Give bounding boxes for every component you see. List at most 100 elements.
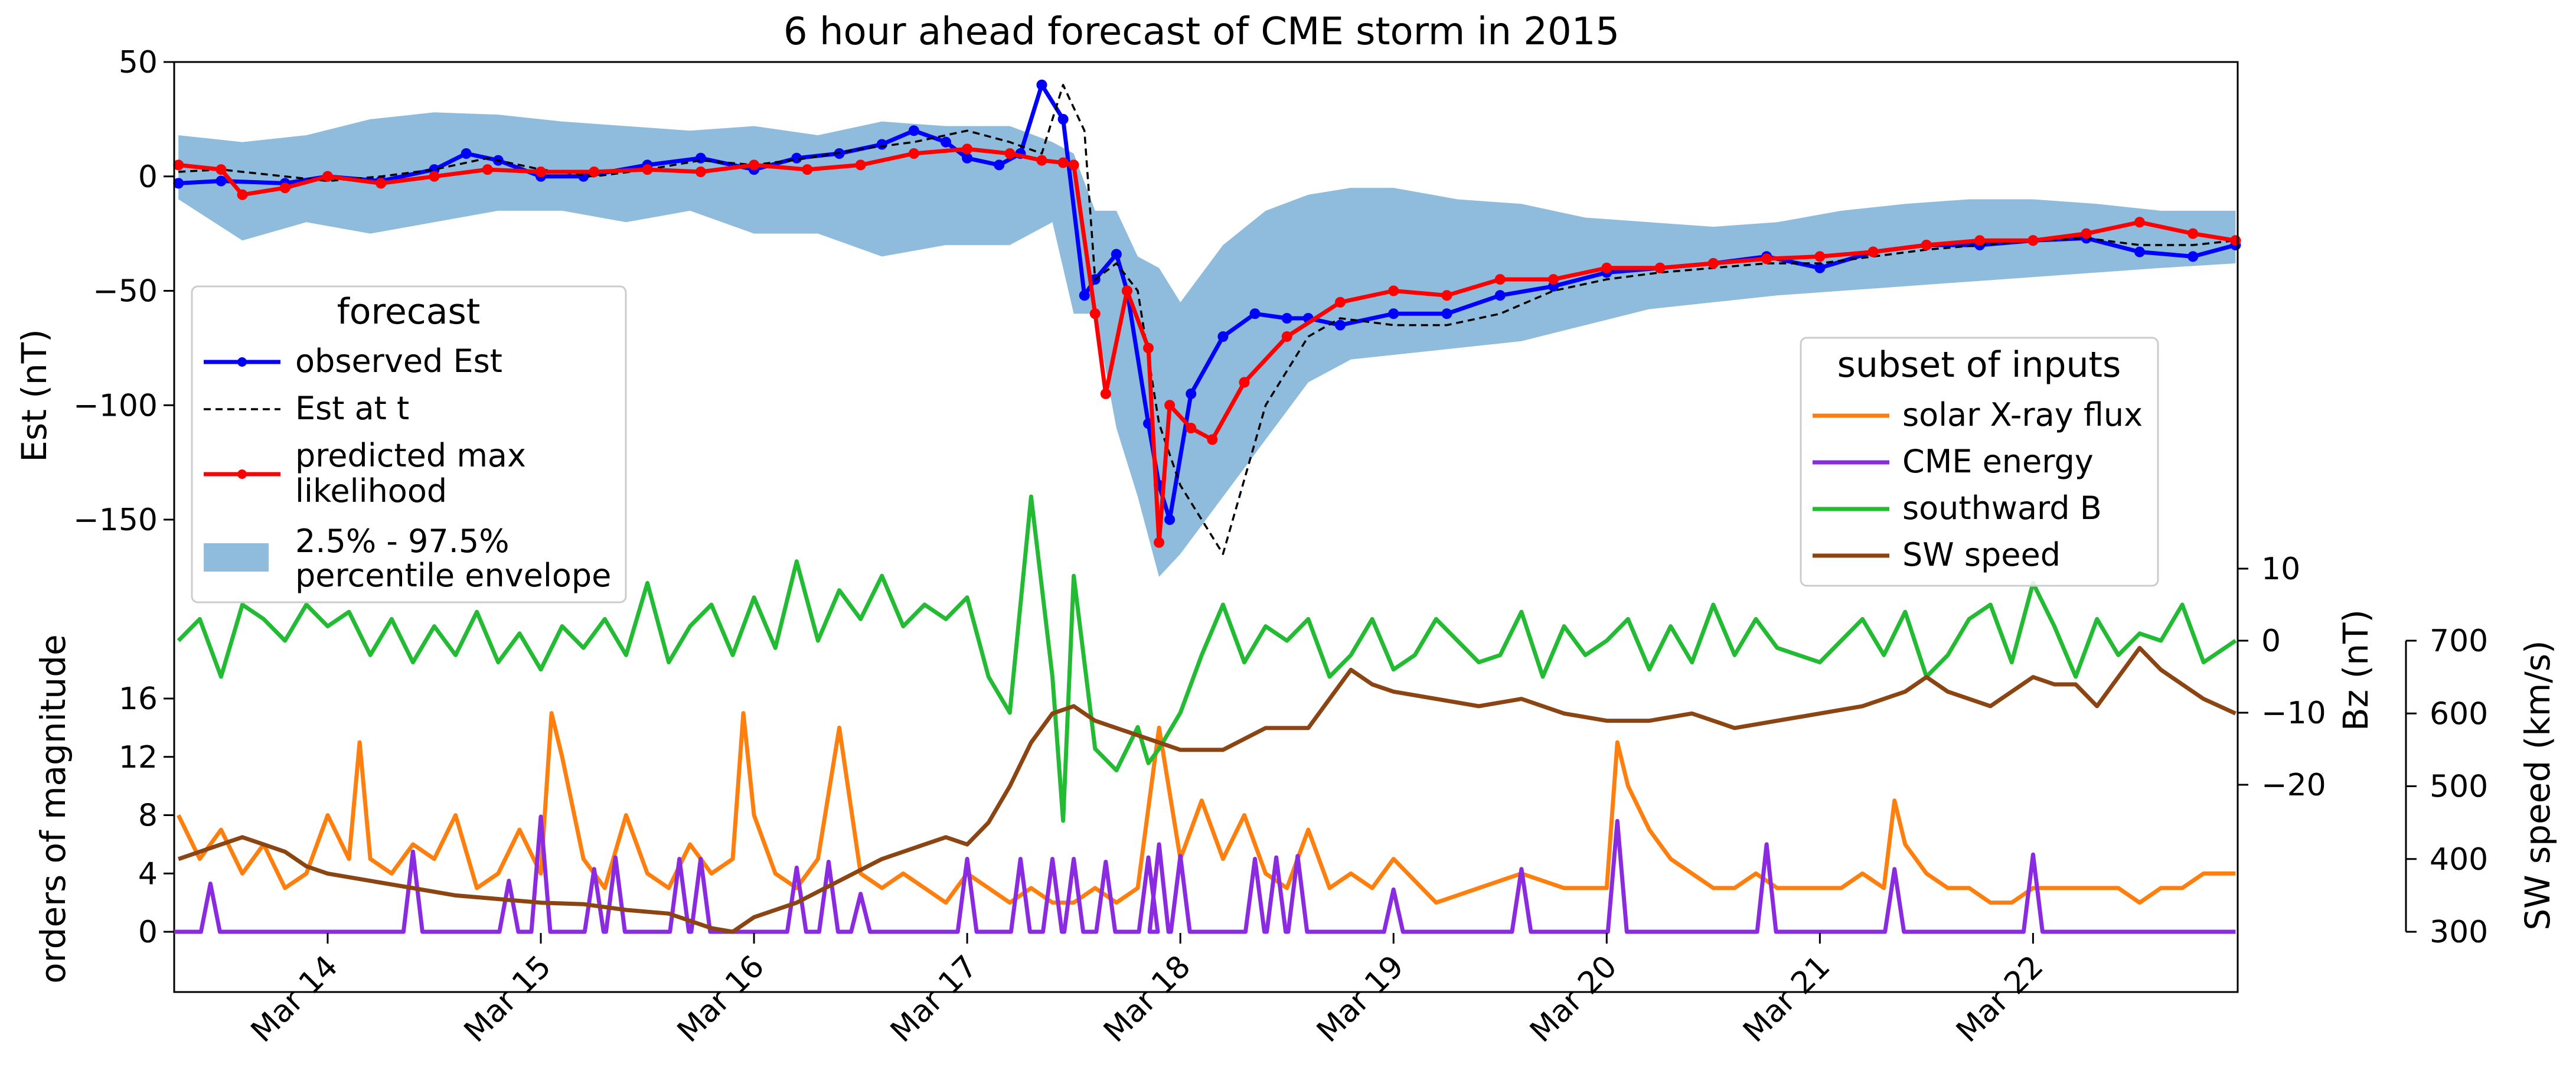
series-point-predicted-max-likelihood	[589, 167, 600, 177]
series-line-cme-energy	[174, 814, 2236, 934]
series-point-predicted-max-likelihood	[1057, 157, 1069, 168]
legend-label-est-at-t: Est at t	[295, 390, 409, 427]
series-point-observed-est	[1217, 331, 1229, 342]
inputs-legend-title: subset of inputs	[1837, 344, 2121, 386]
legend-label-predicted-1: predicted max	[295, 437, 526, 474]
series-point-predicted-max-likelihood	[1441, 290, 1452, 301]
series-point-predicted-max-likelihood	[279, 182, 290, 194]
series-line-southward-b	[177, 494, 2237, 823]
series-point-predicted-max-likelihood	[536, 167, 547, 177]
series-point-observed-est	[908, 125, 919, 136]
series-point-predicted-max-likelihood	[1814, 251, 1826, 262]
orders-ytick-label: 12	[119, 740, 158, 775]
legend-label-envelope-2: percentile envelope	[295, 557, 611, 594]
series-line-est-at-t	[178, 84, 2236, 555]
series-point-predicted-max-likelihood	[1281, 331, 1292, 342]
series-point-observed-est	[962, 152, 973, 164]
series-point-predicted-max-likelihood	[1036, 155, 1047, 166]
series-point-observed-est	[173, 178, 184, 189]
sw-tick-label: 400	[2430, 842, 2488, 877]
series-point-observed-est	[994, 159, 1005, 171]
series-point-observed-est	[461, 148, 472, 159]
series-point-predicted-max-likelihood	[695, 167, 706, 177]
inputs-legend: subset of inputs solar X-ray flux CME en…	[1800, 337, 2159, 587]
legend-label-cme: CME energy	[1902, 443, 2094, 480]
series-point-predicted-max-likelihood	[1761, 253, 1772, 265]
series-point-predicted-max-likelihood	[1207, 434, 1218, 445]
series-point-predicted-max-likelihood	[1334, 296, 1346, 308]
series-point-predicted-max-likelihood	[962, 143, 973, 155]
legend-label-observed: observed Est	[295, 342, 502, 380]
x-tick-label: Mar 18	[1097, 949, 1197, 1049]
est-panel: 50 0 −50 −100 −150 Est (nT)	[14, 45, 2241, 993]
orders-ytick-label: 4	[138, 856, 158, 892]
series-point-predicted-max-likelihood	[2134, 217, 2145, 228]
series-point-observed-est	[1111, 249, 1122, 260]
series-point-observed-est	[1334, 319, 1346, 331]
series-point-observed-est	[1057, 113, 1069, 125]
series-point-predicted-max-likelihood	[429, 171, 440, 182]
series-point-predicted-max-likelihood	[1004, 148, 1016, 159]
series-point-predicted-max-likelihood	[908, 148, 919, 159]
orders-axis-label: orders of magnitude	[33, 634, 73, 983]
series-point-observed-est	[2188, 251, 2199, 262]
series-point-predicted-max-likelihood	[1867, 246, 1879, 257]
series-point-predicted-max-likelihood	[2188, 228, 2199, 239]
forecast-legend: forecast observed Est Est at t predicted…	[191, 285, 627, 603]
legend-label-envelope-1: 2.5% - 97.5%	[295, 523, 510, 560]
est-axis-label: Est (nT)	[14, 329, 54, 462]
orders-ytick-label: 0	[138, 915, 158, 950]
series-point-predicted-max-likelihood	[1143, 342, 1154, 354]
x-tick-label: Mar 21	[1736, 949, 1837, 1049]
legend-swatch-envelope	[204, 543, 269, 572]
legend-label-bz: southward B	[1902, 490, 2102, 527]
bz-tick-label: −10	[2261, 696, 2326, 731]
bz-tick-label: −20	[2261, 768, 2326, 803]
series-point-predicted-max-likelihood	[482, 164, 493, 175]
series-point-predicted-max-likelihood	[2230, 235, 2241, 246]
chart-title: 6 hour ahead forecast of CME storm in 20…	[783, 10, 1620, 54]
sw-axis-label: SW speed (km/s)	[2518, 640, 2558, 930]
series-point-predicted-max-likelihood	[1121, 285, 1132, 296]
legend-marker-predicted	[237, 469, 247, 479]
forecast-legend-title: forecast	[337, 291, 481, 332]
series-point-observed-est	[791, 152, 802, 164]
series-point-predicted-max-likelihood	[173, 159, 184, 171]
legend-label-sw: SW speed	[1902, 536, 2061, 573]
series-point-observed-est	[1186, 388, 1197, 399]
series-point-observed-est	[941, 136, 952, 148]
series-point-predicted-max-likelihood	[322, 171, 333, 182]
series-point-predicted-max-likelihood	[1548, 274, 1559, 285]
series-point-predicted-max-likelihood	[1154, 537, 1165, 548]
series-point-predicted-max-likelihood	[1654, 262, 1666, 273]
x-tick-label: Mar 17	[884, 949, 984, 1049]
series-point-observed-est	[1814, 262, 1826, 273]
inputs-legend-box	[1800, 337, 2159, 587]
bz-tick-label: 10	[2261, 552, 2300, 587]
series-point-observed-est	[216, 175, 227, 187]
x-tick-label: Mar 22	[1950, 949, 2050, 1049]
series-point-predicted-max-likelihood	[1707, 258, 1719, 269]
series-point-predicted-max-likelihood	[1089, 308, 1101, 319]
x-tick-label: Mar 16	[671, 949, 771, 1049]
orders-ytick-label: 16	[119, 681, 158, 717]
series-point-predicted-max-likelihood	[1100, 388, 1111, 399]
series-point-predicted-max-likelihood	[1921, 240, 1932, 250]
legend-label-predicted-2: likelihood	[295, 472, 447, 510]
series-point-predicted-max-likelihood	[642, 164, 653, 175]
series-point-predicted-max-likelihood	[1974, 235, 1986, 246]
series-point-observed-est	[1388, 308, 1399, 319]
series-point-predicted-max-likelihood	[749, 159, 760, 171]
series-point-observed-est	[1441, 308, 1452, 319]
series-line-sw-speed	[178, 645, 2237, 934]
series-point-predicted-max-likelihood	[1186, 423, 1197, 433]
series-point-observed-est	[1494, 290, 1506, 301]
series-point-predicted-max-likelihood	[855, 159, 866, 171]
series-point-predicted-max-likelihood	[1601, 262, 1612, 273]
series-point-predicted-max-likelihood	[1164, 400, 1176, 411]
series-point-predicted-max-likelihood	[2081, 228, 2092, 239]
series-point-predicted-max-likelihood	[1388, 285, 1399, 296]
series-point-predicted-max-likelihood	[802, 164, 813, 175]
series-point-observed-est	[1079, 290, 1090, 301]
